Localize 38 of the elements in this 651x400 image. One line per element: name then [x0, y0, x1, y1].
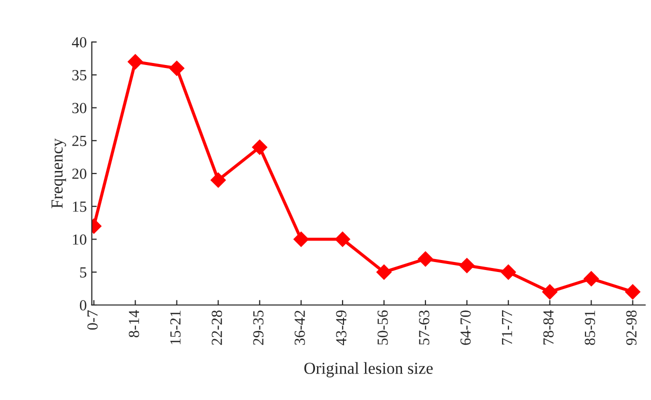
x-tick-label: 64-70: [460, 310, 471, 345]
x-tick-label: 15-21: [170, 310, 181, 344]
x-tick-label: 71-77: [502, 310, 512, 344]
point: [294, 232, 309, 247]
point: [169, 60, 184, 76]
y-tick-label: 10: [72, 234, 86, 245]
x-tick-label: 0-7: [87, 310, 98, 330]
x-tick-label: 78-84: [543, 310, 554, 344]
y-tick-label: 35: [72, 70, 86, 80]
point: [542, 284, 558, 300]
x-tick-label: 57-63: [419, 310, 430, 345]
y-tick-label: 40: [72, 37, 86, 48]
y-tick-label: 30: [72, 102, 86, 114]
point: [625, 284, 640, 300]
x-axis-title: Original lesion size: [304, 362, 433, 378]
point: [334, 232, 350, 247]
y-tick-label: 5: [80, 267, 86, 278]
x-tick-label: 36-42: [294, 310, 305, 345]
x-tick-label: 92-98: [626, 310, 637, 346]
y-axis-title: Frequency: [52, 138, 66, 208]
point: [376, 264, 392, 280]
point: [584, 271, 599, 286]
y-tick-label: 0: [80, 300, 86, 310]
point: [500, 264, 516, 280]
point: [252, 140, 268, 155]
point: [418, 251, 434, 267]
y-tick-label: 20: [72, 168, 86, 179]
y-tick-label: 15: [72, 202, 86, 212]
point: [128, 54, 143, 70]
x-tick-label: 22-28: [212, 310, 222, 345]
x-tick-label: 50-56: [378, 310, 388, 345]
point: [459, 258, 474, 274]
point: [210, 172, 226, 188]
x-tick-label: 8-14: [128, 310, 140, 338]
x-tick-label: 29-35: [253, 310, 264, 345]
x-tick-label: 43-49: [336, 310, 346, 346]
y-tick-label: 25: [72, 136, 86, 146]
x-tick-label: 85-91: [584, 310, 596, 345]
